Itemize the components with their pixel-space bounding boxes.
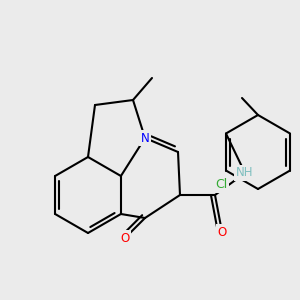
Text: O: O bbox=[120, 232, 130, 244]
Text: Cl: Cl bbox=[215, 178, 227, 191]
Text: NH: NH bbox=[236, 167, 254, 179]
Text: N: N bbox=[141, 131, 149, 145]
Text: O: O bbox=[218, 226, 226, 238]
